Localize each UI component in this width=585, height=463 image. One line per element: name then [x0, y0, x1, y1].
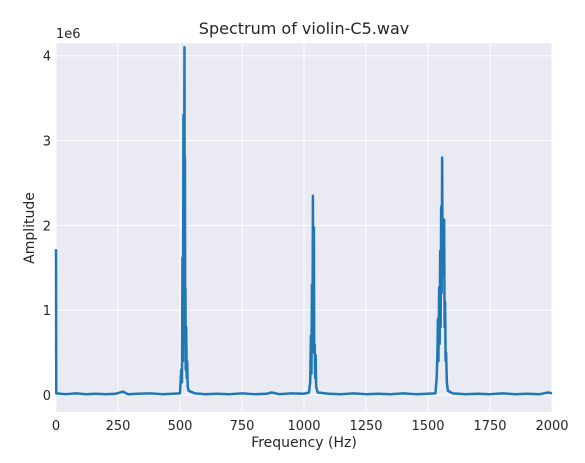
y-tick-label: 2: [43, 219, 51, 234]
y-tick-labels: 0 1 2 3 4: [43, 50, 51, 404]
series-line: [54, 45, 553, 396]
y-tick-label: 4: [43, 50, 51, 65]
x-tick-label: 500: [168, 419, 193, 434]
x-tick-label: 1750: [473, 419, 506, 434]
x-tick-label: 1000: [287, 419, 320, 434]
x-tick-labels: 0 250 500 750 1000 1250 1500 1750 2000: [52, 419, 569, 434]
x-tick-label: 2000: [535, 419, 568, 434]
y-offset-label: 1e6: [56, 27, 81, 42]
x-tick-label: 250: [106, 419, 131, 434]
x-tick-label: 1250: [349, 419, 382, 434]
x-tick-label: 750: [230, 419, 255, 434]
x-tick-label: 1500: [411, 419, 444, 434]
y-axis-label: Amplitude: [22, 192, 38, 264]
y-tick-label: 1: [43, 304, 51, 319]
chart-title: Spectrum of violin-C5.wav: [199, 19, 409, 38]
y-tick-label: 3: [43, 135, 51, 150]
x-axis-label: Frequency (Hz): [251, 435, 357, 451]
y-tick-label: 0: [43, 389, 51, 404]
x-tick-label: 0: [52, 419, 60, 434]
